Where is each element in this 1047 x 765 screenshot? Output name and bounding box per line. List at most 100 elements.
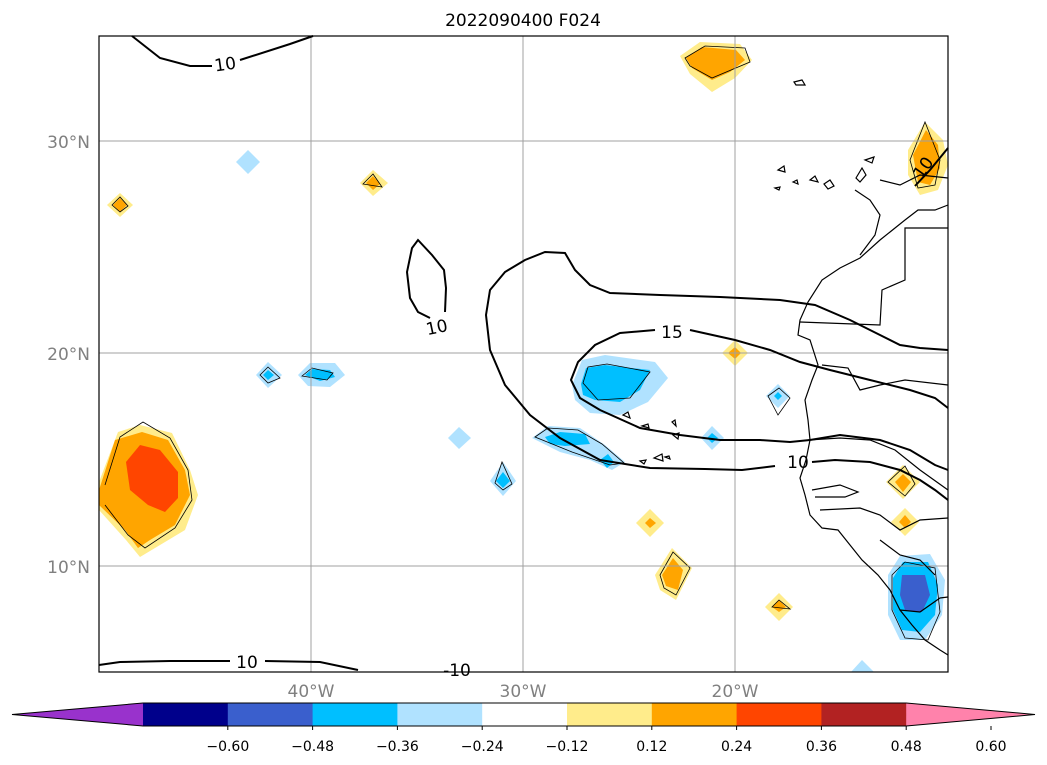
island: [621, 411, 631, 420]
contour-label: 10: [213, 54, 237, 77]
island: [652, 453, 664, 462]
map-title: 2022090400 F024: [445, 11, 601, 31]
contour-10-island: [405, 238, 448, 319]
anomaly-outline: [891, 561, 941, 641]
anomaly-patch-small: [496, 472, 510, 488]
colorbar-segment: [736, 703, 822, 726]
anomaly-outline: [362, 173, 383, 188]
anomaly-outline: [494, 460, 513, 491]
colorbar: −0.60 −0.48 −0.36 −0.24 −0.12 0.12 0.24 0.36 0.4…: [11, 702, 1036, 755]
colorbar-extend-min: [12, 703, 143, 726]
colorbar-segment: [482, 703, 568, 726]
contour-15: [689, 329, 949, 409]
contour-10-north: [131, 35, 212, 67]
border-line: [819, 507, 949, 531]
anomaly-patch-small: [899, 515, 911, 528]
anomaly-patch-small: [851, 660, 874, 672]
anomaly-patch-small: [772, 600, 786, 612]
anomaly-patch-small: [774, 392, 782, 400]
lat-label: 30°N: [47, 133, 90, 153]
island: [823, 179, 835, 190]
border-line: [854, 189, 881, 256]
island: [776, 164, 786, 173]
colorbar-segment: [227, 703, 314, 726]
contour-label: 15: [661, 323, 683, 343]
colorbar-tick-label: 0.36: [806, 739, 837, 755]
anomaly-outlines: [104, 45, 941, 641]
axis-labels: 30°N 20°N 10°N 40°W 30°W 20°W: [47, 133, 759, 702]
island: [638, 459, 648, 465]
contour-15: [569, 329, 949, 471]
anomaly-patch-small: [448, 427, 471, 449]
anomaly-patch-southeast: [900, 575, 930, 612]
anomaly-outline: [767, 387, 791, 416]
colorbar-tick-label: 0.24: [721, 739, 752, 755]
gridlines: [99, 36, 948, 672]
border-line: [879, 539, 936, 576]
colorbar-segment: [651, 703, 738, 726]
island: [671, 418, 677, 428]
coastlines: [621, 79, 949, 656]
lon-label: 40°W: [288, 682, 335, 702]
anomaly-outline: [684, 45, 751, 79]
colorbar-tick-label: −0.36: [376, 739, 419, 755]
anomaly-patch-small: [707, 433, 718, 443]
colorbar-tick-label: −0.12: [546, 739, 589, 755]
colorbar-segment: [143, 703, 229, 726]
anomaly-patch-small: [895, 474, 911, 492]
colorbar-segment: [821, 703, 907, 726]
contours: [98, 35, 949, 671]
contour-10-bottom: [264, 660, 359, 671]
anomaly-outline: [259, 366, 281, 384]
anomaly-patch-central: [581, 365, 650, 402]
colorbar-segment: [567, 703, 653, 726]
anomaly-patch-west: [126, 445, 178, 512]
negative-anomaly-patches: [236, 150, 945, 672]
colorbar-tick-label: 0.12: [636, 739, 667, 755]
colorbar-outline: [11, 702, 1036, 727]
colorbar-tick-label: 0.60: [975, 739, 1006, 755]
colorbar-segment: [312, 703, 398, 726]
border-line: [807, 437, 949, 491]
anomaly-patch-small: [645, 518, 656, 528]
island: [639, 423, 650, 429]
island: [808, 175, 820, 183]
border-line: [879, 174, 949, 186]
colorbar-tick-label: −0.60: [206, 739, 249, 755]
coastline-africa: [797, 204, 949, 656]
anomaly-outline: [534, 427, 625, 466]
colorbar-tick-label: −0.24: [461, 739, 504, 755]
contour-10-northeast: [914, 147, 949, 187]
colorbar-tick-label: −0.48: [291, 739, 334, 755]
anomaly-outline: [582, 363, 651, 401]
island: [663, 455, 671, 461]
anomaly-outline: [301, 367, 334, 381]
anomaly-patch-small: [236, 150, 260, 174]
anomaly-outline: [887, 465, 916, 497]
island: [863, 156, 875, 164]
map-panel: 10 10 15 10 10 10 -10: [98, 35, 949, 681]
anomaly-outline: [659, 551, 691, 596]
island: [793, 79, 807, 86]
contour-10-large: [484, 250, 949, 472]
border-line: [899, 596, 949, 613]
contour-label: -10: [443, 661, 471, 681]
contour-label: 10: [424, 316, 449, 340]
lon-label: 20°W: [712, 682, 759, 702]
lon-label: 30°W: [500, 682, 547, 702]
contour-label: 10: [236, 653, 258, 673]
lat-label: 20°N: [47, 345, 90, 365]
island: [773, 186, 781, 191]
anomaly-patch-small: [263, 370, 274, 380]
border-line: [811, 484, 860, 498]
island: [791, 179, 799, 185]
island: [855, 166, 867, 183]
lat-label: 10°N: [47, 558, 90, 578]
contour-10-bottom: [98, 660, 230, 666]
colorbar-segment: [397, 703, 483, 726]
border-line: [799, 227, 948, 326]
map-frame: [98, 35, 949, 673]
colorbar-extend-max: [906, 703, 1035, 726]
anomaly-outline: [104, 421, 193, 549]
